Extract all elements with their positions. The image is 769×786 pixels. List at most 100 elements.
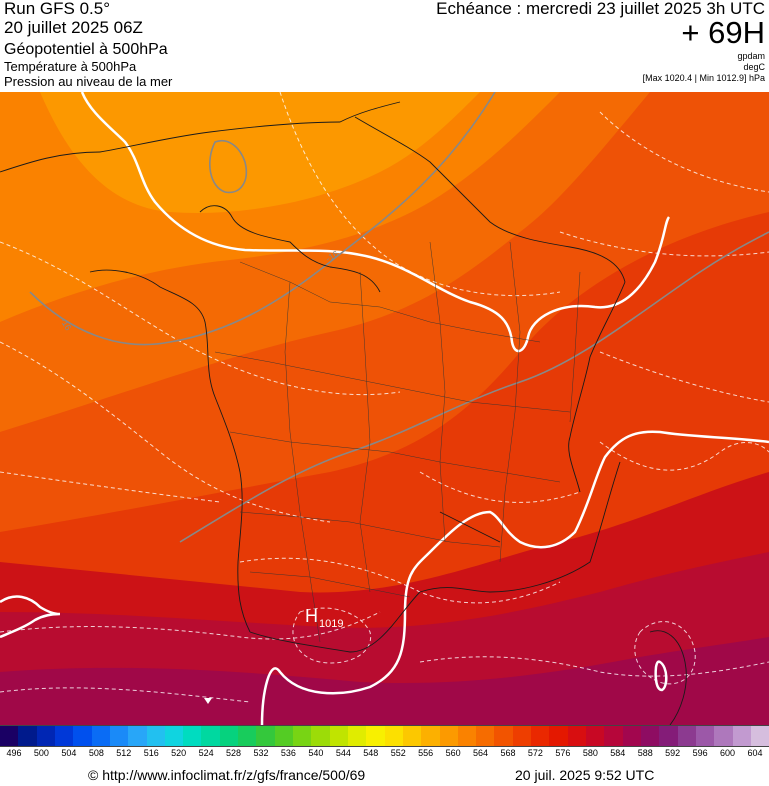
scale-swatch xyxy=(238,726,257,746)
scale-label: 584 xyxy=(610,748,626,758)
high-pressure-label: H xyxy=(305,606,318,626)
header: Run GFS 0.5° 20 juillet 2025 06Z Géopote… xyxy=(0,0,769,92)
field-geopotential: Géopotentiel à 500hPa xyxy=(4,41,168,58)
header-right: Echéance : mercredi 23 juillet 2025 3h U… xyxy=(436,0,765,84)
pressure-max-min: [Max 1020.4 | Min 1012.9] hPa xyxy=(642,73,765,83)
model-title: Run GFS 0.5° xyxy=(4,0,111,18)
scale-label: 604 xyxy=(747,748,763,758)
scale-swatch xyxy=(476,726,495,746)
scale-swatch xyxy=(695,726,715,746)
scale-swatch xyxy=(109,726,129,746)
scale-label: 568 xyxy=(500,748,516,758)
weather-map: H 1019 -16 -16 xyxy=(0,92,769,725)
scale-label: 520 xyxy=(171,748,187,758)
scale-label: 536 xyxy=(280,748,296,758)
scale-swatch xyxy=(293,726,312,746)
color-scale-bar xyxy=(0,725,769,747)
scale-swatch xyxy=(494,726,513,746)
scale-swatch xyxy=(604,726,623,746)
band-564 xyxy=(40,92,480,213)
scale-swatch xyxy=(91,726,110,746)
scale-swatch xyxy=(531,726,550,746)
coastlines xyxy=(0,101,687,725)
scale-label: 556 xyxy=(418,748,434,758)
scale-swatch xyxy=(36,726,55,746)
isotherms xyxy=(0,92,769,725)
scale-swatch xyxy=(439,726,458,746)
scale-swatch xyxy=(0,726,19,746)
scale-swatch xyxy=(128,726,147,746)
scale-swatch xyxy=(73,726,92,746)
scale-label: 540 xyxy=(308,748,324,758)
scale-label: 560 xyxy=(445,748,461,758)
scale-swatch xyxy=(201,726,220,746)
band-592 xyxy=(0,637,769,725)
scale-swatch xyxy=(622,726,641,746)
scale-swatch xyxy=(274,726,293,746)
map-canvas: H 1019 -16 -16 xyxy=(0,92,769,725)
unit-geopotential: gpdam xyxy=(737,51,765,61)
scale-label: 552 xyxy=(390,748,406,758)
scale-swatch xyxy=(402,726,422,746)
run-date: 20 juillet 2025 06Z xyxy=(4,18,143,37)
scale-label: 532 xyxy=(253,748,269,758)
scale-label: 548 xyxy=(363,748,379,758)
scale-label: 524 xyxy=(198,748,214,758)
scale-label: 592 xyxy=(665,748,681,758)
scale-swatch xyxy=(384,726,403,746)
scale-swatch xyxy=(714,726,733,746)
scale-swatch xyxy=(183,726,202,746)
color-scale-labels: 496 500 504 508 512 516 520 524 528 532 536 540 544 5… xyxy=(0,747,769,761)
scale-swatch xyxy=(732,726,751,746)
department-borders xyxy=(214,241,581,643)
scale-label: 564 xyxy=(473,748,489,758)
scale-swatch xyxy=(329,726,348,746)
scale-label: 512 xyxy=(116,748,132,758)
high-pressure-value: 1019 xyxy=(319,618,343,630)
field-temperature: Température à 500hPa xyxy=(4,59,137,74)
scale-label: 496 xyxy=(6,748,22,758)
scale-swatch xyxy=(164,726,184,746)
scale-swatch xyxy=(659,726,678,746)
scale-label: 576 xyxy=(555,748,571,758)
color-scale xyxy=(0,725,769,747)
scale-swatch xyxy=(311,726,330,746)
scale-label: 504 xyxy=(61,748,77,758)
scale-label: 588 xyxy=(637,748,653,758)
temperature-lines xyxy=(29,92,769,543)
scale-swatch xyxy=(146,726,165,746)
scale-label: 508 xyxy=(88,748,104,758)
scale-swatch xyxy=(512,726,532,746)
scale-swatch xyxy=(677,726,696,746)
scale-label: 596 xyxy=(692,748,708,758)
scale-swatch xyxy=(567,726,586,746)
scale-label: 572 xyxy=(527,748,543,758)
header-left: Run GFS 0.5° 20 juillet 2025 06Z Géopote… xyxy=(4,0,172,89)
small-marker-icon xyxy=(204,698,212,704)
echeance: Echéance : mercredi 23 juillet 2025 3h U… xyxy=(436,0,765,18)
generation-time: 20 juil. 2025 9:52 UTC xyxy=(515,767,655,783)
scale-label: 500 xyxy=(33,748,49,758)
scale-swatch xyxy=(347,726,367,746)
scale-swatch xyxy=(54,726,74,746)
scale-swatch xyxy=(457,726,477,746)
scale-swatch xyxy=(586,726,605,746)
scale-label: 544 xyxy=(335,748,351,758)
lead-time: + 69H xyxy=(681,15,765,50)
copyright-link[interactable]: © http://www.infoclimat.fr/z/gfs/france/… xyxy=(88,767,366,783)
scale-swatch xyxy=(750,726,769,746)
scale-swatch xyxy=(366,726,385,746)
scale-swatch xyxy=(549,726,568,746)
scale-label: 600 xyxy=(720,748,736,758)
scale-label: 516 xyxy=(143,748,159,758)
footer: © http://www.infoclimat.fr/z/gfs/france/… xyxy=(0,766,769,786)
scale-label: 528 xyxy=(226,748,242,758)
scale-swatch xyxy=(640,726,660,746)
unit-temperature: degC xyxy=(743,62,765,72)
scale-swatch xyxy=(18,726,37,746)
scale-swatch xyxy=(421,726,440,746)
scale-swatch xyxy=(256,726,275,746)
scale-swatch xyxy=(219,726,239,746)
field-pressure: Pression au niveau de la mer xyxy=(4,74,173,89)
scale-label: 580 xyxy=(582,748,598,758)
